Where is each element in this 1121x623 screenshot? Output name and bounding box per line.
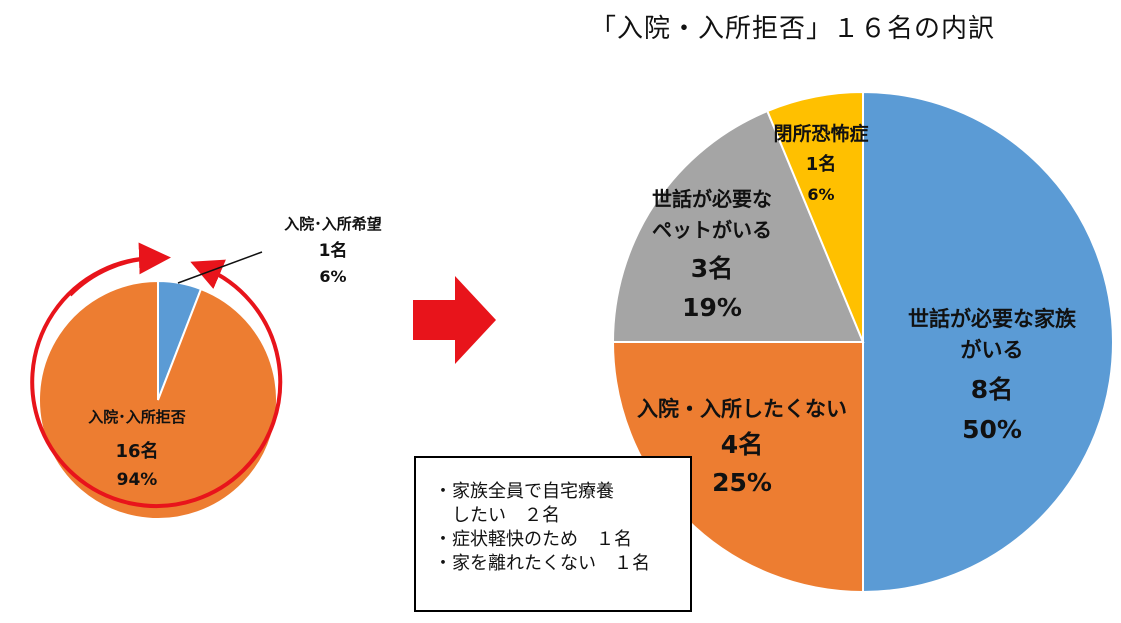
claustro-count: 1名 [806,153,837,175]
leader-line [177,251,263,284]
note-box: ・家族全員で自宅療養 したい ２名 ・症状軽快のため １名 ・家を離れたくない … [414,456,692,612]
refuse-count: 4名 [721,430,763,459]
family-label-line1: 世話が必要な家族 [908,307,1077,331]
note-line-4: ・家を離れたくない １名 [434,553,650,574]
family-label-line2: がいる [961,338,1024,362]
big-arrow [413,276,496,364]
pet-pct: 19% [682,293,742,322]
small-label-pct-1: 6% [319,267,346,286]
big-slice-label-refuse: 入院・入所したくない 4名 25% [637,397,847,497]
small-slice-label-2: 入院･入所拒否 16名 94% [88,408,186,490]
small-label-count-2: 16名 [115,440,158,462]
pet-count: 3名 [691,254,733,283]
refuse-label-line1: 入院・入所したくない [637,397,847,421]
note-line-1: ・家族全員で自宅療養 [434,481,614,502]
family-pct: 50% [962,415,1022,444]
small-slice-label-1: 入院･入所希望 1名 6% [284,215,382,286]
chart-title: 「入院・入所拒否」１６名の内訳 [590,14,996,44]
small-label-count-1: 1名 [319,240,348,261]
small-label-name-1: 入院･入所希望 [284,215,382,233]
note-line-2: したい ２名 [434,505,560,526]
big-slice-label-family: 世話が必要な家族 がいる 8名 50% [908,307,1077,444]
circular-arrow-left [30,256,283,508]
claustro-label: 閉所恐怖症 [773,122,868,145]
family-count: 8名 [971,375,1013,404]
big-pie-slice-1 [862,90,1114,594]
note-line-3: ・症状軽快のため １名 [434,529,632,550]
refuse-pct: 25% [712,468,772,497]
big-slice-label-claustro: 閉所恐怖症 1名 6% [773,122,868,204]
small-pie-slice-2 [38,279,278,520]
small-label-pct-2: 94% [117,470,158,490]
small-pie [38,279,278,520]
big-pie-slice-4 [766,90,864,343]
big-pie [611,90,1114,594]
big-pie-slice-3 [611,109,865,343]
circular-arrow-top [68,242,171,297]
small-label-name-2: 入院･入所拒否 [88,408,186,426]
claustro-pct: 6% [807,185,834,204]
big-slice-label-pet: 世話が必要な ペットがいる 3名 19% [652,187,772,322]
pet-label-line2: ペットがいる [652,218,772,242]
pet-label-line1: 世話が必要な [652,187,772,211]
